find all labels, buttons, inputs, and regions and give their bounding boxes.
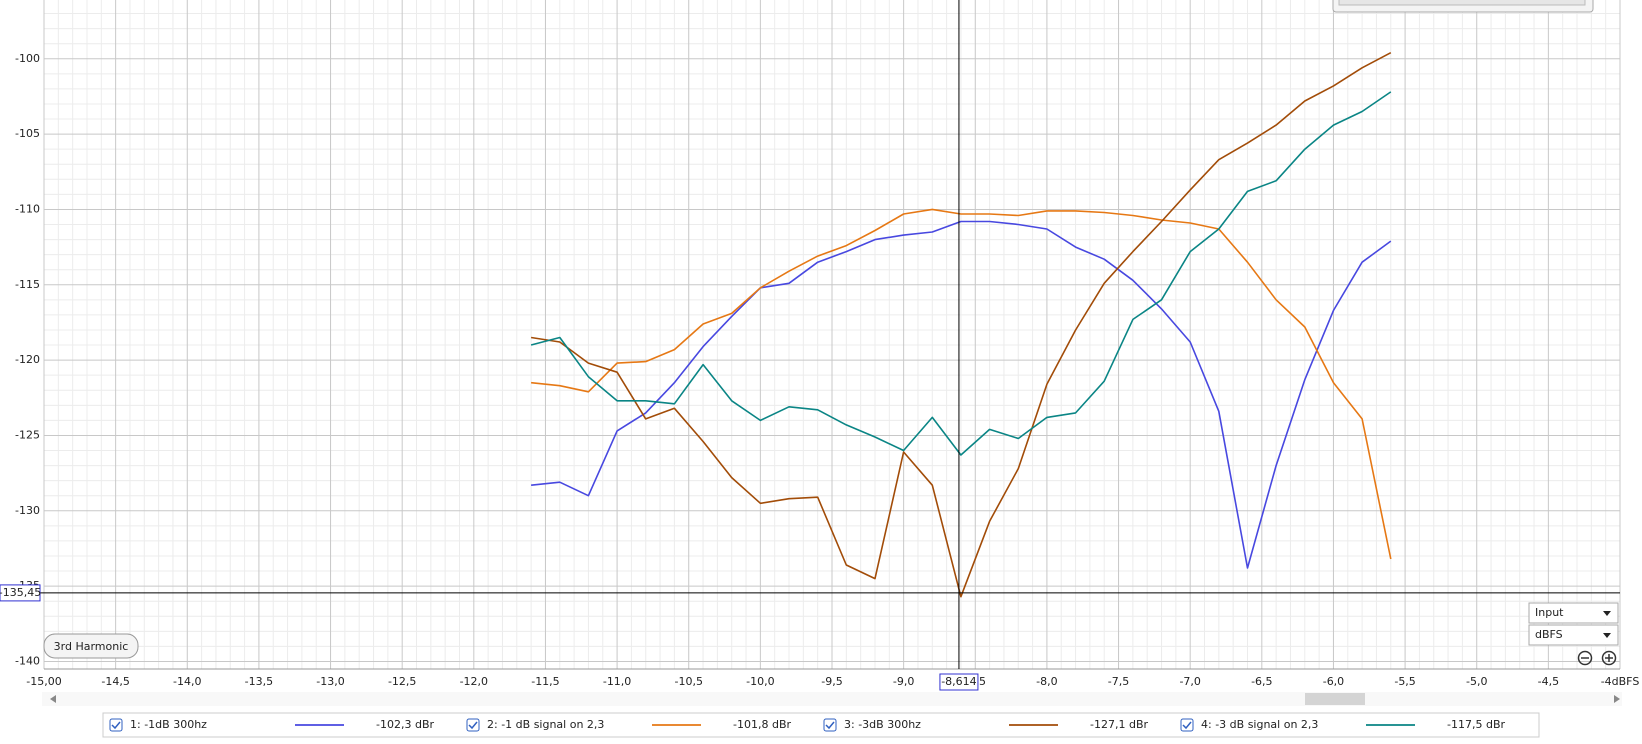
y-tick-label: -125	[15, 428, 40, 441]
legend-check	[111, 721, 121, 730]
legend-check	[1182, 721, 1192, 730]
zoom-in-button[interactable]	[1601, 650, 1617, 666]
x-tick-label: -11,5	[531, 675, 559, 688]
x-tick-label: -12,5	[388, 675, 416, 688]
y-tick-label: -100	[15, 52, 40, 65]
x-tick-label: -13,0	[316, 675, 344, 688]
x-tick-label: -4dBFS	[1601, 675, 1640, 688]
legend-checkbox[interactable]	[823, 718, 837, 732]
y-tick-label: -105	[15, 127, 40, 140]
legend-name: 2: -1 dB signal on 2,3	[487, 718, 604, 731]
legend-readout: -117,5 dBr	[1447, 718, 1505, 731]
plot	[0, 0, 1620, 669]
input-select[interactable]	[1528, 602, 1619, 624]
x-tick-label: -8,0	[1036, 675, 1057, 688]
x-tick-label: -7,0	[1179, 675, 1200, 688]
scroll-left[interactable]	[50, 695, 56, 703]
x-tick-label: -12,0	[460, 675, 488, 688]
legend-checkbox[interactable]	[466, 718, 480, 732]
legend-checkbox[interactable]	[109, 718, 123, 732]
x-tick-label: -10,5	[674, 675, 702, 688]
series-line	[530, 91, 1392, 456]
dropdown-arrow	[1603, 633, 1611, 638]
series-line	[531, 208, 1392, 560]
legend-name: 4: -3 dB signal on 2,3	[1201, 718, 1318, 731]
zoom-in-icon	[1605, 654, 1613, 662]
mode-button-label[interactable]: 3rd Harmonic	[54, 640, 129, 653]
series-line	[531, 220, 1392, 569]
y-tick-label: -110	[15, 202, 40, 215]
unit-select-label[interactable]: dBFS	[1535, 628, 1563, 641]
grid	[43, 0, 1621, 670]
y-tick-label: -130	[15, 504, 40, 517]
top-control-inner	[1338, 0, 1586, 6]
legend-name: 3: -3dB 300hz	[844, 718, 921, 731]
legend-checkbox[interactable]	[1180, 718, 1194, 732]
x-tick-label: -5,5	[1394, 675, 1415, 688]
legend-readout: -101,8 dBr	[733, 718, 791, 731]
x-tick-label: -6,0	[1323, 675, 1344, 688]
x-tick-label: -15,00	[26, 675, 61, 688]
scrollbar-thumb[interactable]	[1305, 693, 1365, 705]
legend-check	[468, 721, 478, 730]
input-select-label[interactable]: Input	[1535, 606, 1564, 619]
x-tick-label: -7,5	[1108, 675, 1129, 688]
cursor-y-label: -135,45	[0, 586, 41, 599]
cursor-x-label: -8,614	[941, 675, 976, 688]
series-line	[530, 51, 1392, 598]
dropdown-arrow	[1603, 611, 1611, 616]
x-tick-label: -6,5	[1251, 675, 1272, 688]
y-tick-label: -120	[15, 353, 40, 366]
y-tick-label: -140	[15, 654, 40, 667]
x-tick-label: -5,0	[1466, 675, 1487, 688]
scrollbar-track[interactable]	[42, 692, 1622, 706]
legend-readout: -102,3 dBr	[376, 718, 434, 731]
mode-button[interactable]	[43, 633, 139, 659]
y-tick-label: -115	[15, 278, 40, 291]
x-tick-label: -13,5	[245, 675, 273, 688]
x-tick-label: -4,5	[1538, 675, 1559, 688]
unit-select[interactable]	[1528, 624, 1619, 646]
scroll-right[interactable]	[1614, 695, 1620, 703]
x-tick-label: -14,0	[173, 675, 201, 688]
x-tick-label: -9,0	[893, 675, 914, 688]
legend-items: 1: -1dB 300hz -102,3 dBr 2: -1 dB signal o…	[109, 718, 1505, 732]
legend-name: 1: -1dB 300hz	[130, 718, 207, 731]
x-tick-label: -14,5	[101, 675, 129, 688]
legend-check	[825, 721, 835, 730]
x-tick-label: -9,5	[821, 675, 842, 688]
legend-readout: -127,1 dBr	[1090, 718, 1148, 731]
cursor-y-box	[0, 584, 41, 602]
x-tick-label: -11,0	[603, 675, 631, 688]
x-tick-label: -10,0	[746, 675, 774, 688]
cursor-x-box	[939, 673, 979, 691]
zoom-out-button[interactable]	[1577, 650, 1593, 666]
